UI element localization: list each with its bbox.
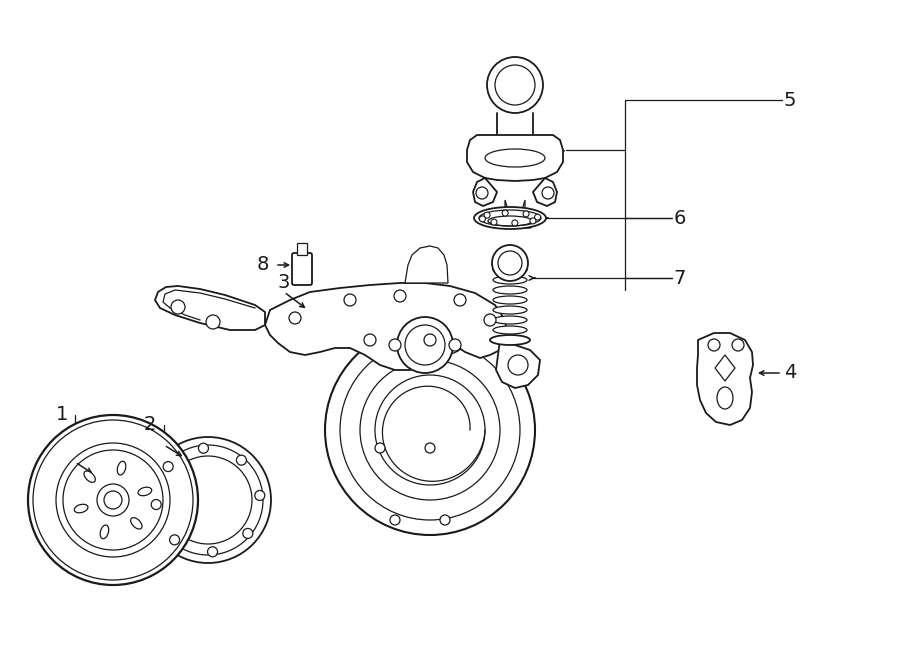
Ellipse shape: [388, 332, 463, 358]
Circle shape: [440, 515, 450, 525]
Bar: [297, 243, 307, 255]
Ellipse shape: [138, 487, 152, 496]
Circle shape: [491, 219, 497, 225]
Polygon shape: [499, 200, 511, 228]
Text: 2: 2: [144, 416, 157, 434]
Ellipse shape: [493, 266, 527, 274]
Text: 4: 4: [784, 364, 796, 383]
Circle shape: [535, 214, 541, 220]
Circle shape: [171, 300, 185, 314]
Text: 5: 5: [784, 91, 796, 110]
Polygon shape: [519, 200, 531, 228]
Circle shape: [487, 57, 543, 113]
Polygon shape: [467, 135, 563, 181]
Ellipse shape: [493, 326, 527, 334]
Circle shape: [28, 415, 198, 585]
Circle shape: [454, 294, 466, 306]
Circle shape: [394, 290, 406, 302]
Polygon shape: [715, 355, 735, 381]
FancyBboxPatch shape: [292, 253, 312, 285]
Circle shape: [484, 314, 496, 326]
Circle shape: [449, 339, 461, 351]
Circle shape: [484, 212, 491, 218]
Circle shape: [237, 455, 247, 465]
Ellipse shape: [493, 306, 527, 314]
Polygon shape: [405, 246, 448, 283]
Polygon shape: [473, 178, 497, 206]
Circle shape: [732, 339, 744, 351]
Circle shape: [390, 515, 400, 525]
Circle shape: [508, 355, 528, 375]
Text: 3: 3: [278, 272, 290, 292]
Circle shape: [169, 535, 180, 545]
Ellipse shape: [130, 518, 142, 529]
Ellipse shape: [100, 525, 109, 539]
Circle shape: [199, 443, 209, 453]
Circle shape: [145, 437, 271, 563]
Circle shape: [530, 218, 536, 224]
Circle shape: [208, 547, 218, 557]
Polygon shape: [265, 283, 508, 370]
Circle shape: [424, 334, 436, 346]
Circle shape: [364, 334, 376, 346]
Ellipse shape: [490, 335, 530, 345]
Ellipse shape: [117, 461, 126, 475]
Circle shape: [243, 528, 253, 539]
Circle shape: [344, 294, 356, 306]
Circle shape: [480, 216, 485, 222]
Circle shape: [375, 443, 385, 453]
Circle shape: [523, 211, 529, 217]
Circle shape: [389, 339, 401, 351]
Text: 7: 7: [674, 268, 686, 288]
Polygon shape: [533, 178, 557, 206]
Circle shape: [206, 315, 220, 329]
Circle shape: [325, 325, 535, 535]
Circle shape: [255, 490, 265, 500]
Circle shape: [289, 312, 301, 324]
Ellipse shape: [485, 149, 545, 167]
Polygon shape: [155, 286, 265, 330]
Text: 1: 1: [56, 405, 68, 424]
Polygon shape: [697, 333, 753, 425]
Ellipse shape: [84, 471, 95, 483]
Text: 6: 6: [674, 208, 686, 227]
Ellipse shape: [479, 210, 541, 226]
Ellipse shape: [717, 387, 733, 409]
Ellipse shape: [493, 286, 527, 294]
Circle shape: [151, 500, 161, 510]
Circle shape: [708, 339, 720, 351]
Circle shape: [492, 245, 528, 281]
Circle shape: [425, 443, 435, 453]
Ellipse shape: [493, 316, 527, 324]
Polygon shape: [496, 340, 540, 388]
Circle shape: [163, 461, 173, 471]
Circle shape: [502, 210, 508, 216]
Circle shape: [542, 187, 554, 199]
Ellipse shape: [493, 276, 527, 284]
Ellipse shape: [474, 207, 546, 229]
Ellipse shape: [75, 504, 88, 513]
Text: 8: 8: [256, 256, 269, 274]
Circle shape: [476, 187, 488, 199]
Circle shape: [512, 220, 517, 226]
Ellipse shape: [493, 296, 527, 304]
Circle shape: [397, 317, 453, 373]
